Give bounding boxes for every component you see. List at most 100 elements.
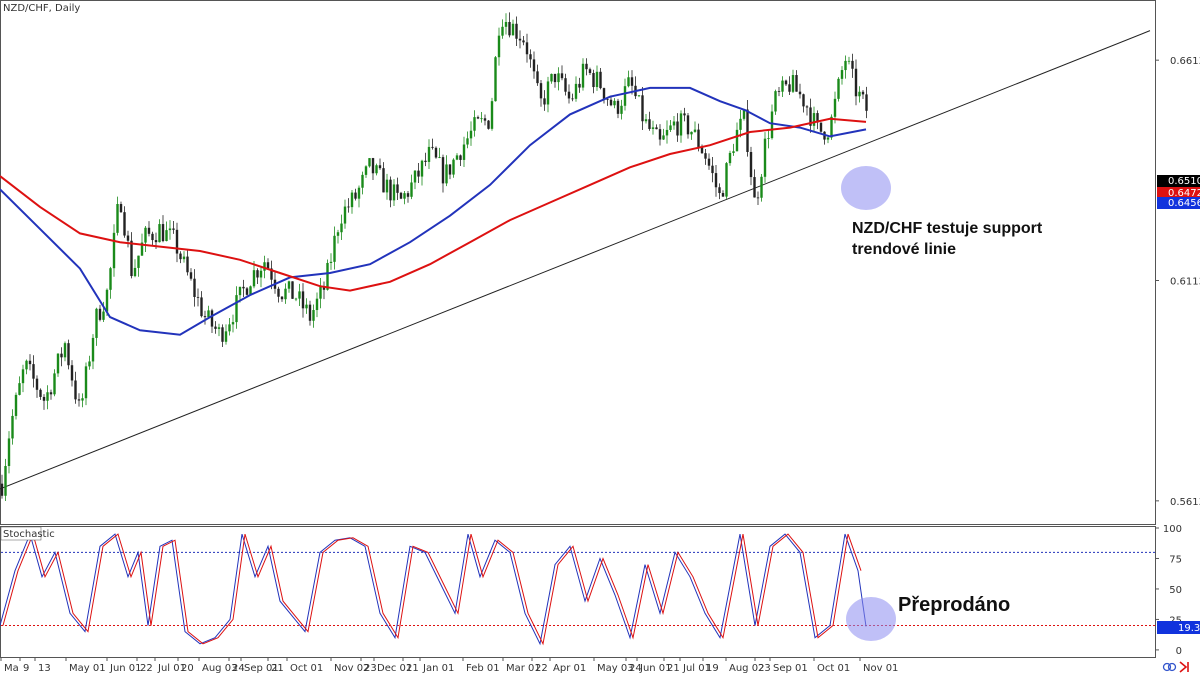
- candle: [788, 76, 791, 96]
- candle-body: [578, 83, 581, 88]
- candle-body: [595, 71, 599, 88]
- candle-body: [749, 151, 753, 178]
- candle: [417, 162, 420, 183]
- candle: [287, 280, 291, 293]
- scroll-right-icon[interactable]: [1179, 661, 1189, 673]
- x-axis-label: 23: [364, 663, 377, 674]
- candle-body: [214, 326, 217, 329]
- candle-body: [819, 122, 823, 132]
- symbol-label-bg: [1, 1, 61, 14]
- price-tag-last: 0.65101: [1168, 176, 1200, 187]
- candle: [690, 131, 693, 140]
- candle-body: [116, 204, 119, 233]
- candle-body: [70, 365, 74, 381]
- candle-body: [686, 115, 690, 135]
- candle-body: [592, 72, 595, 88]
- candle-body: [774, 91, 777, 112]
- candle: [753, 169, 756, 198]
- candle-body: [424, 160, 427, 162]
- candle: [357, 185, 361, 208]
- candle: [809, 98, 812, 133]
- candle-body: [637, 95, 641, 97]
- candle-body: [508, 21, 511, 36]
- candle: [427, 139, 431, 169]
- candle: [161, 215, 165, 243]
- candle-body: [224, 331, 228, 342]
- x-axis-label: 9: [23, 663, 29, 674]
- candle-body: [210, 310, 214, 327]
- candle-body: [623, 86, 627, 106]
- x-axis-label: Jan 01: [422, 663, 454, 674]
- candle-body: [32, 364, 35, 379]
- candle-body: [126, 235, 130, 241]
- candle-body: [28, 360, 32, 365]
- candle: [196, 288, 200, 307]
- candle: [581, 58, 585, 91]
- candle: [403, 190, 406, 205]
- candle-body: [298, 291, 301, 299]
- candle-body: [63, 343, 67, 358]
- candle-body: [473, 117, 476, 131]
- candle: [147, 221, 151, 237]
- candle-body: [574, 83, 578, 99]
- candle: [613, 98, 616, 109]
- candle-body: [427, 146, 431, 162]
- candle: [179, 251, 182, 264]
- candle: [452, 158, 455, 178]
- candle: [606, 98, 609, 106]
- candle: [676, 113, 679, 142]
- candle-body: [466, 138, 469, 145]
- candle-body: [130, 240, 133, 277]
- candle-body: [74, 380, 77, 400]
- candle-body: [802, 94, 805, 107]
- candle-body: [235, 295, 238, 323]
- price-panel-frame: [0, 0, 1156, 525]
- price-tag-ma: 0.64560: [1168, 198, 1200, 209]
- candle-body: [315, 298, 319, 311]
- candle-body: [364, 166, 368, 175]
- candle: [112, 224, 116, 277]
- candle-body: [854, 68, 858, 97]
- candle: [728, 150, 732, 166]
- stochastic-axis-label: 25: [1169, 615, 1182, 626]
- candle-body: [739, 118, 742, 130]
- candle-body: [483, 118, 487, 121]
- candle-body: [161, 224, 165, 242]
- symbol-label: NZD/CHF, Daily: [3, 3, 80, 14]
- candle-body: [809, 107, 812, 126]
- candle-body: [84, 366, 88, 399]
- candle-body: [196, 296, 200, 298]
- candle: [448, 164, 452, 180]
- candle: [53, 369, 56, 397]
- candle: [165, 221, 168, 242]
- candle-body: [567, 91, 571, 99]
- candle-body: [119, 204, 123, 213]
- candle: [284, 283, 287, 304]
- candle: [550, 73, 553, 84]
- candle: [648, 111, 651, 131]
- x-axis-label: 21: [667, 663, 680, 674]
- candle-body: [452, 159, 455, 175]
- candle-body: [329, 261, 333, 263]
- candle: [746, 100, 749, 157]
- candle: [203, 310, 207, 325]
- link-icon[interactable]: [1162, 662, 1177, 672]
- candle: [200, 291, 203, 318]
- candle: [564, 73, 567, 96]
- candle: [497, 27, 501, 66]
- candle-body: [676, 121, 679, 136]
- candle: [322, 281, 326, 300]
- candle-body: [144, 227, 147, 243]
- candle-body: [641, 95, 644, 122]
- candle-body: [630, 77, 634, 86]
- candle: [431, 138, 434, 150]
- candle: [70, 360, 74, 387]
- candle-body: [795, 75, 798, 92]
- candle: [854, 59, 858, 106]
- stochastic-axis-label: 0: [1176, 646, 1182, 657]
- candle: [298, 283, 301, 307]
- candle: [91, 334, 95, 370]
- candle: [186, 249, 189, 276]
- candle-body: [396, 184, 399, 193]
- stochastic-k-line: [0, 532, 867, 646]
